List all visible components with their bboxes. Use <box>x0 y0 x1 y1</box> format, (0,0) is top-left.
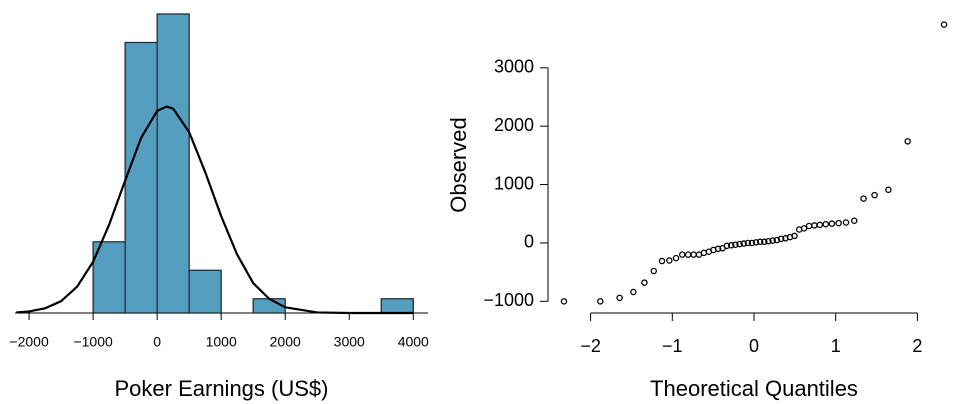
point <box>822 221 829 228</box>
x-tick-label: −1 <box>662 336 683 356</box>
point <box>791 232 798 240</box>
point <box>672 254 680 262</box>
point <box>732 241 739 248</box>
point <box>904 138 911 145</box>
point <box>828 220 836 227</box>
point <box>744 239 752 247</box>
bar <box>380 298 414 314</box>
point <box>860 195 867 202</box>
y-tick-label: 2000 <box>494 115 534 135</box>
point <box>684 251 692 258</box>
point <box>736 240 743 248</box>
point <box>727 242 735 249</box>
x-tick-label: 0 <box>749 336 759 356</box>
point <box>748 239 756 247</box>
x-tick-label: 1000 <box>206 334 237 350</box>
bar <box>188 269 222 314</box>
point <box>756 238 764 246</box>
x-tick-label: −1000 <box>73 334 113 350</box>
point <box>842 219 850 226</box>
point <box>650 267 658 275</box>
x-tick-label: 2 <box>912 336 922 356</box>
point <box>641 279 648 286</box>
y-tick-label: 0 <box>524 232 534 252</box>
y-tick-label: 1000 <box>494 173 534 193</box>
point <box>940 21 948 28</box>
x-tick-label: 1 <box>831 336 841 356</box>
point <box>597 298 604 305</box>
point <box>630 288 637 296</box>
point <box>616 294 623 302</box>
point <box>723 242 731 250</box>
point <box>850 217 858 225</box>
point <box>811 222 818 229</box>
point <box>679 251 686 258</box>
x-tick-label: 4000 <box>398 334 429 350</box>
point <box>769 237 776 244</box>
point <box>816 221 824 229</box>
x-axis-title: Theoretical Quantiles <box>650 376 858 401</box>
point <box>560 298 568 305</box>
bar <box>124 41 158 314</box>
x-tick-label: −2 <box>580 336 601 356</box>
point <box>805 222 813 230</box>
point <box>765 237 772 245</box>
point <box>885 186 892 194</box>
point <box>740 240 747 247</box>
x-tick-label: 2000 <box>270 334 301 350</box>
x-axis-title: Poker Earnings (US$) <box>115 376 329 401</box>
point <box>658 257 666 265</box>
normal-curve <box>16 105 414 315</box>
bar <box>156 13 190 314</box>
y-tick-label: −1000 <box>483 290 534 310</box>
point <box>690 251 697 258</box>
point <box>761 238 768 246</box>
y-tick-label: 3000 <box>494 57 534 77</box>
point <box>714 245 722 253</box>
point <box>835 219 842 227</box>
y-axis-title: Observed <box>446 117 471 212</box>
point <box>666 257 673 264</box>
x-tick-label: 0 <box>153 334 161 350</box>
point <box>871 191 878 199</box>
x-tick-label: −2000 <box>9 334 49 350</box>
point <box>777 235 785 243</box>
point <box>800 225 808 232</box>
x-tick-label: 3000 <box>334 334 365 350</box>
point <box>752 239 760 246</box>
